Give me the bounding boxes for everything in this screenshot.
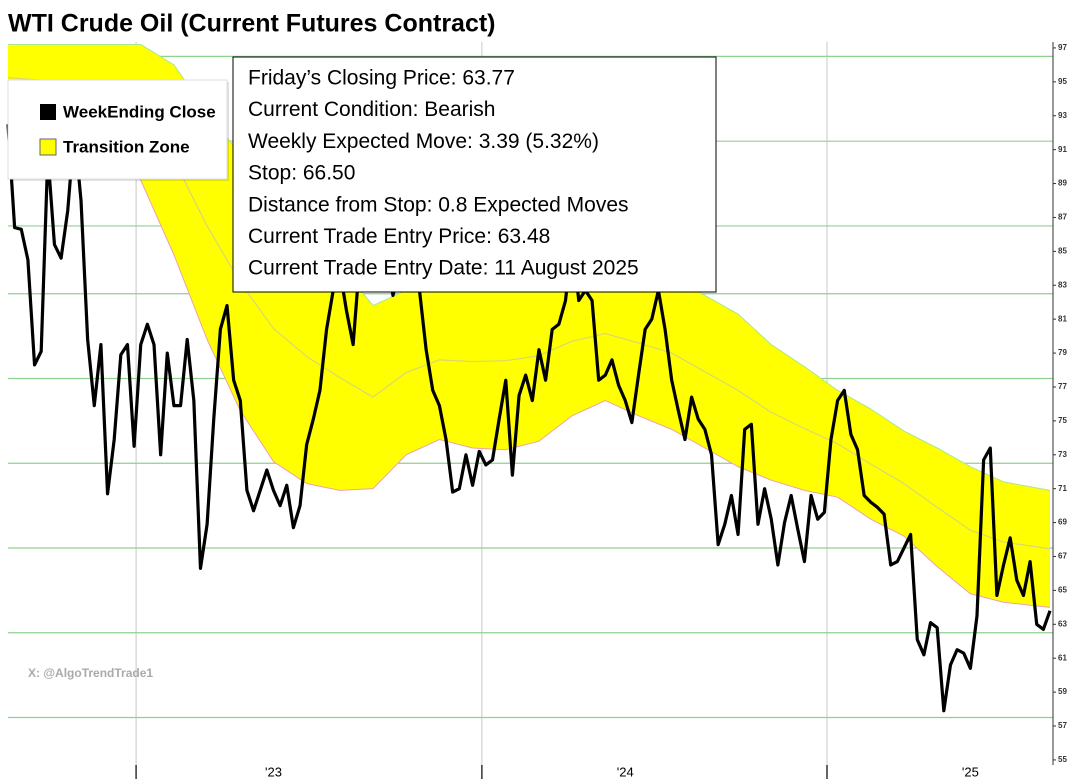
y-tick-label: 65 [1058, 586, 1067, 595]
y-tick-label: 81 [1058, 314, 1067, 323]
y-tick-label: 97 [1058, 43, 1067, 52]
chart-title: WTI Crude Oil (Current Futures Contract) [8, 10, 496, 38]
legend-swatch [40, 104, 56, 120]
y-tick-label: 77 [1058, 382, 1067, 391]
y-tick-label: 61 [1058, 653, 1067, 662]
y-tick-label: 75 [1058, 416, 1067, 425]
x-tick-label: '24 [617, 764, 634, 779]
y-tick-label: 91 [1058, 145, 1067, 154]
y-tick-label: 69 [1058, 518, 1067, 527]
info-lines: Friday’s Closing Price: 63.77 Current Con… [248, 67, 639, 280]
band-lower-edge [7, 110, 1051, 608]
info-line: Distance from Stop: 0.8 Expected Moves [248, 193, 629, 216]
axis: '23 '24 '25 55 57 59 61 63 65 67 69 71 73 75 77 79 81 83 8… [135, 42, 1067, 779]
y-tick-label: 85 [1058, 246, 1067, 255]
x-tick-label: '25 [962, 764, 979, 779]
y-tick-label: 93 [1058, 111, 1067, 120]
y-tick-label: 71 [1058, 484, 1067, 493]
legend-swatch [39, 138, 57, 156]
y-tick-label: 63 [1058, 619, 1067, 628]
info-line: Friday’s Closing Price: 63.77 [248, 67, 515, 90]
close-line [6, 124, 1052, 713]
x-tick-label: '23 [265, 764, 282, 779]
info-line: Weekly Expected Move: 3.39 (5.32%) [248, 130, 599, 153]
y-tick-label: 55 [1058, 755, 1067, 764]
info-box-frame [232, 56, 717, 293]
y-tick-label: 79 [1058, 348, 1067, 357]
legend-label: Transition Zone [63, 137, 190, 156]
watermark: X: @AlgoTrendTrade1 [28, 666, 153, 680]
y-tick-label: 89 [1058, 179, 1067, 188]
legend-label: WeekEnding Close [63, 102, 216, 121]
transition-zone [8, 44, 1050, 608]
legend: WeekEnding Close Transition Zone [7, 79, 229, 181]
info-box: Friday’s Closing Price: 63.77 Current Con… [232, 56, 717, 293]
y-tick-label: 73 [1058, 450, 1067, 459]
y-tick-label: 59 [1058, 687, 1067, 696]
info-line: Current Trade Entry Price: 63.48 [248, 225, 550, 248]
info-line: Stop: 66.50 [248, 162, 355, 185]
line-layer [6, 124, 1052, 713]
y-tick-label: 83 [1058, 280, 1067, 289]
info-line: Current Condition: Bearish [248, 98, 495, 121]
legend-box [7, 79, 228, 180]
y-tick-label: 57 [1058, 721, 1067, 730]
y-tick-label: 67 [1058, 552, 1067, 561]
info-line: Current Trade Entry Date: 11 August 2025 [248, 257, 639, 280]
y-tick-label: 87 [1058, 213, 1067, 222]
y-tick-label: 95 [1058, 77, 1067, 86]
